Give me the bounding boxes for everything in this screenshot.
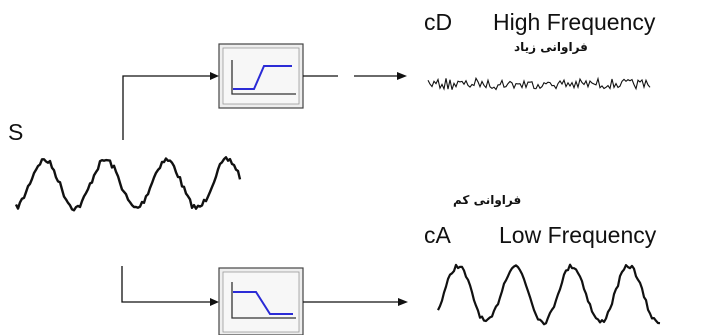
input-signal-label: S [8,119,24,145]
high-pass-filter-icon [231,60,296,95]
approx-name-label: Low Frequency [499,222,657,248]
approx-output-arrowhead [398,298,408,306]
input-signal-waveform [14,156,242,212]
low-pass-filter-block [218,267,304,335]
approximation-coefficients-waveform [437,263,661,326]
lower-branch-connector [121,266,210,303]
approx-code-label: cA [424,222,451,248]
detail-coefficients-waveform [427,76,651,91]
high-pass-filter-block [218,43,304,109]
upper-branch-connector [122,75,210,140]
detail-output-arrowhead [397,72,407,80]
detail-persian-label: فراوانی زیاد [514,40,588,54]
detail-name-label: High Frequency [493,9,656,35]
lower-branch-arrowhead [210,298,219,306]
approx-persian-label: فراوانی کم [453,193,522,207]
upper-branch-arrowhead [210,72,219,80]
detail-code-label: cD [424,9,453,35]
low-pass-filter-icon [231,282,296,319]
